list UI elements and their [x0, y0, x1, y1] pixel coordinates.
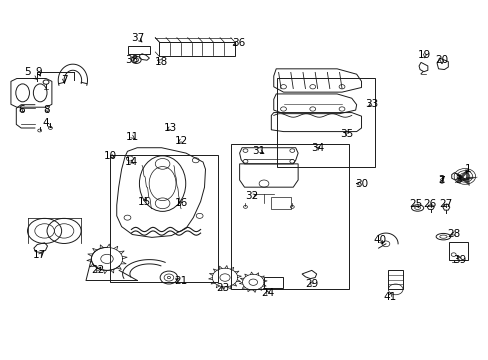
Bar [128, 45, 150, 54]
Bar [277, 78, 374, 167]
Text: 9: 9 [35, 67, 42, 77]
Bar [230, 144, 348, 289]
Text: 35: 35 [340, 129, 353, 139]
Text: 36: 36 [231, 38, 245, 48]
Text: 2: 2 [438, 175, 445, 185]
Text: 28: 28 [447, 229, 460, 239]
Bar [110, 155, 217, 282]
Text: 12: 12 [174, 136, 187, 145]
Text: 22: 22 [91, 265, 104, 275]
Bar [264, 277, 282, 288]
Text: 23: 23 [216, 283, 229, 293]
Text: 15: 15 [138, 197, 151, 207]
Bar [271, 197, 290, 210]
Text: 6: 6 [18, 105, 24, 115]
Text: 5: 5 [24, 67, 37, 79]
Text: 33: 33 [365, 99, 378, 109]
Text: 38: 38 [124, 55, 138, 65]
Text: 17: 17 [33, 250, 46, 260]
Text: 32: 32 [244, 191, 258, 201]
Text: 7: 7 [61, 75, 67, 85]
Text: 39: 39 [452, 255, 466, 265]
Text: 24: 24 [261, 288, 274, 298]
Text: 11: 11 [125, 132, 139, 142]
Text: 4: 4 [42, 118, 52, 128]
Text: 30: 30 [354, 179, 367, 189]
Text: 20: 20 [434, 55, 447, 65]
Text: 14: 14 [124, 157, 138, 167]
Text: 27: 27 [438, 199, 451, 210]
Text: 41: 41 [383, 292, 396, 302]
Bar [387, 270, 402, 289]
Text: 1: 1 [464, 164, 470, 174]
Text: 8: 8 [43, 105, 50, 115]
Text: 40: 40 [373, 235, 386, 245]
Text: 19: 19 [417, 50, 430, 60]
Bar [448, 242, 467, 260]
Text: 29: 29 [305, 279, 318, 289]
Text: 31: 31 [252, 145, 265, 156]
Text: 3: 3 [454, 175, 461, 185]
Bar [159, 42, 234, 56]
Text: 37: 37 [131, 33, 144, 43]
Text: 10: 10 [103, 150, 117, 161]
Text: 21: 21 [174, 276, 187, 286]
Text: 26: 26 [422, 199, 435, 210]
Text: 34: 34 [310, 143, 324, 153]
Text: 13: 13 [163, 123, 177, 133]
Text: 16: 16 [174, 198, 187, 208]
Text: 25: 25 [408, 199, 422, 210]
Text: 18: 18 [155, 57, 168, 67]
